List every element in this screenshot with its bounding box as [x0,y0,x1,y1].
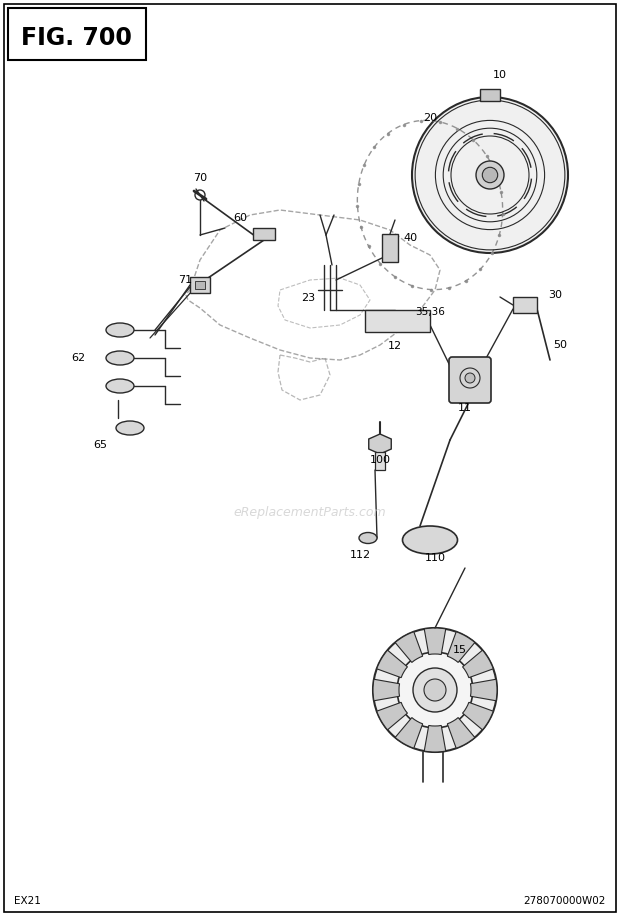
Bar [375,452,385,470]
Polygon shape [369,434,391,454]
Wedge shape [395,717,423,748]
Text: 35,36: 35,36 [415,307,445,317]
Wedge shape [395,632,423,662]
FancyBboxPatch shape [449,357,491,403]
Circle shape [482,168,498,182]
Ellipse shape [106,351,134,365]
Circle shape [476,161,504,189]
Text: 11: 11 [458,403,472,413]
Wedge shape [447,632,475,662]
Wedge shape [424,725,446,752]
Circle shape [397,652,473,728]
Text: 70: 70 [193,173,207,183]
Text: 50: 50 [553,340,567,350]
Circle shape [373,628,497,752]
Text: 20: 20 [423,113,437,123]
Wedge shape [377,703,407,730]
Bar [382,234,398,262]
Wedge shape [463,650,494,678]
Wedge shape [463,703,494,730]
Bar [190,277,210,293]
Text: 40: 40 [403,233,417,243]
Circle shape [465,373,475,383]
Ellipse shape [402,526,458,554]
Bar [365,310,430,332]
Wedge shape [424,628,446,655]
Bar [195,281,205,289]
Text: 278070000W02: 278070000W02 [524,896,606,906]
Wedge shape [373,680,399,701]
Text: 10: 10 [493,70,507,80]
Text: 15: 15 [453,645,467,655]
Wedge shape [471,680,497,701]
Text: eReplacementParts.com: eReplacementParts.com [234,507,386,519]
Text: EX21: EX21 [14,896,41,906]
Wedge shape [377,650,407,678]
Ellipse shape [106,379,134,393]
Ellipse shape [359,532,377,543]
Circle shape [424,679,446,701]
Text: 65: 65 [93,440,107,450]
Wedge shape [447,717,475,748]
Circle shape [412,97,568,253]
Bar [480,89,500,101]
Bar [253,228,275,240]
Text: 100: 100 [370,455,391,465]
Bar [8,8,146,60]
Text: 23: 23 [301,293,315,303]
Ellipse shape [106,323,134,337]
Ellipse shape [116,421,144,435]
Bar [513,297,537,313]
Text: 71: 71 [178,275,192,285]
Text: 60: 60 [233,213,247,223]
Text: 112: 112 [350,550,371,560]
Text: 12: 12 [388,341,402,351]
Text: 110: 110 [425,553,446,563]
Text: 62: 62 [71,353,85,363]
Text: 30: 30 [548,290,562,300]
Circle shape [413,668,457,712]
Text: FIG. 700: FIG. 700 [20,26,131,50]
